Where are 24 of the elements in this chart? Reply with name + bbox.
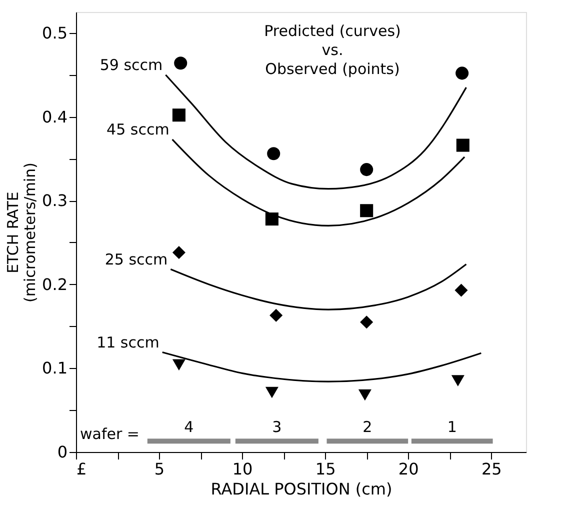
annotation: Predicted (curves) vs. Observed (points) [264, 22, 401, 78]
y-tick-label: 0.4 [42, 107, 68, 126]
y-tick-label: 0 [57, 442, 68, 462]
series-label: 1 [447, 418, 457, 436]
y-tick-label: 0.3 [42, 191, 68, 210]
series-label: 11 sccm [96, 333, 160, 352]
x-tick-label: £ [76, 460, 87, 478]
x-axis-title: RADIAL POSITION (cm) [210, 480, 392, 498]
x-tick-label: 10 [232, 460, 253, 478]
y-tick-label: 0.5 [42, 23, 68, 42]
x-tick-label: 20 [398, 460, 419, 478]
x-tick-label: 15 [315, 460, 336, 478]
y-tick-label: 0.2 [42, 274, 68, 294]
y-tick-label: 0.1 [42, 358, 68, 378]
annotation: wafer = [80, 425, 140, 443]
series-label: 45 sccm [106, 120, 170, 138]
series-label: 59 sccm [100, 56, 163, 74]
series-label: 3 [272, 418, 282, 436]
series-label: 4 [184, 418, 194, 436]
x-tick-label: 5 [154, 460, 165, 478]
x-tick-label: 25 [481, 460, 502, 478]
series-label: 25 sccm [104, 250, 168, 268]
series-label: 2 [362, 418, 372, 436]
y-axis-title: ETCH RATE (micrometers/min) [4, 162, 40, 303]
